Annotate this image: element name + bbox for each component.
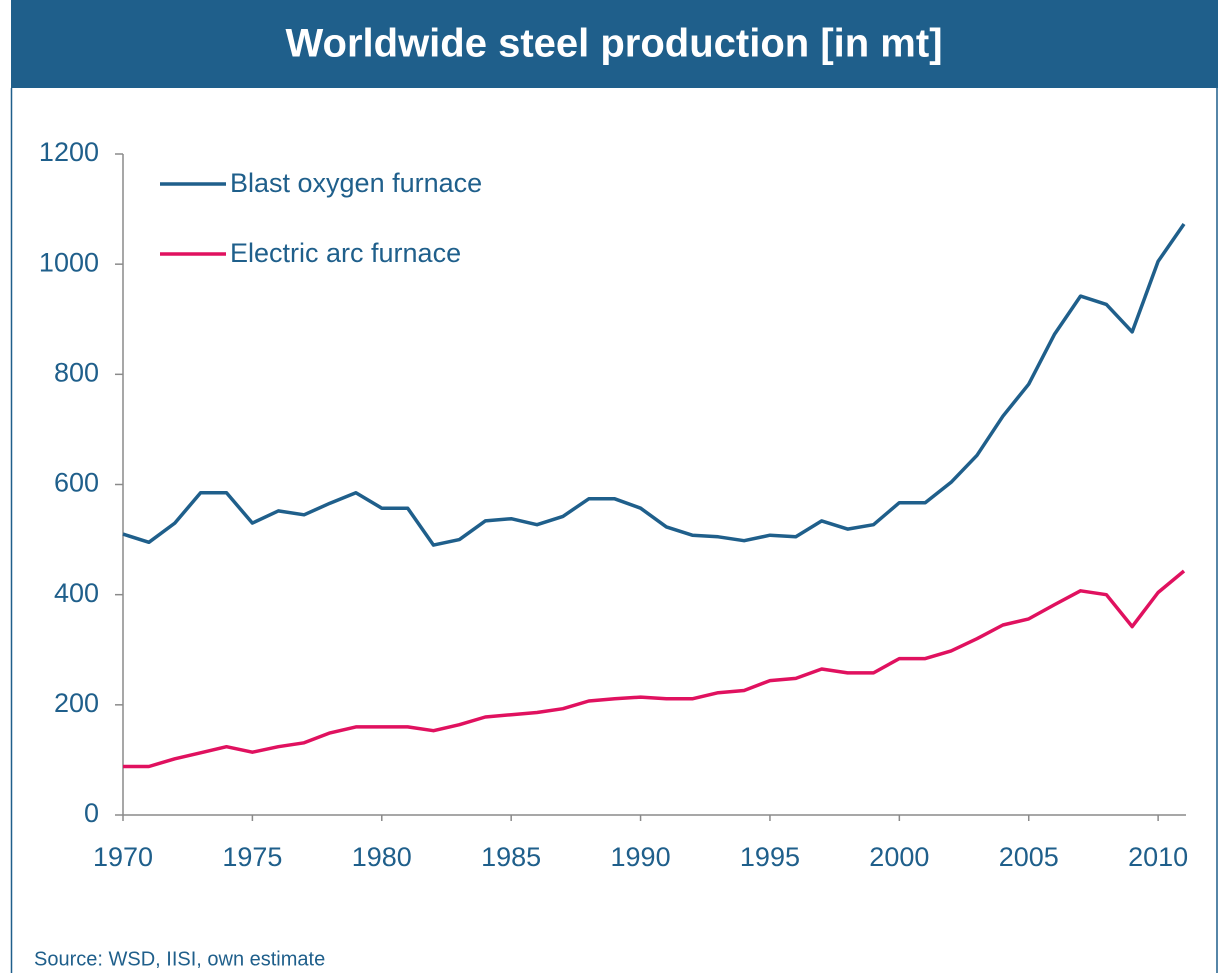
- x-tick-label: 1985: [481, 842, 541, 872]
- y-tick-label: 0: [84, 798, 99, 828]
- legend-label: Electric arc furnace: [230, 238, 461, 268]
- x-tick-label: 2000: [869, 842, 929, 872]
- series-line: [123, 569, 1186, 769]
- y-tick-label: 200: [54, 688, 99, 718]
- x-tick-label: 1975: [222, 842, 282, 872]
- x-tick-label: 1980: [352, 842, 412, 872]
- y-tick-label: 1000: [39, 247, 99, 277]
- y-tick-label: 1200: [39, 137, 99, 167]
- x-tick-label: 1995: [740, 842, 800, 872]
- y-tick-label: 800: [54, 357, 99, 387]
- header-bar: [11, 0, 1218, 88]
- x-tick-label: 2005: [999, 842, 1059, 872]
- series-line: [122, 223, 1186, 547]
- chart-title: Worldwide steel production [in mt]: [285, 22, 942, 66]
- y-tick-label: 600: [54, 468, 99, 498]
- source-note: Source: WSD, IISI, own estimate: [34, 948, 325, 970]
- x-tick-label: 1990: [611, 842, 671, 872]
- y-tick-label: 400: [54, 578, 99, 608]
- legend-label: Blast oxygen furnace: [230, 168, 482, 198]
- x-tick-label: 1970: [93, 842, 153, 872]
- x-tick-label: 2010: [1128, 842, 1188, 872]
